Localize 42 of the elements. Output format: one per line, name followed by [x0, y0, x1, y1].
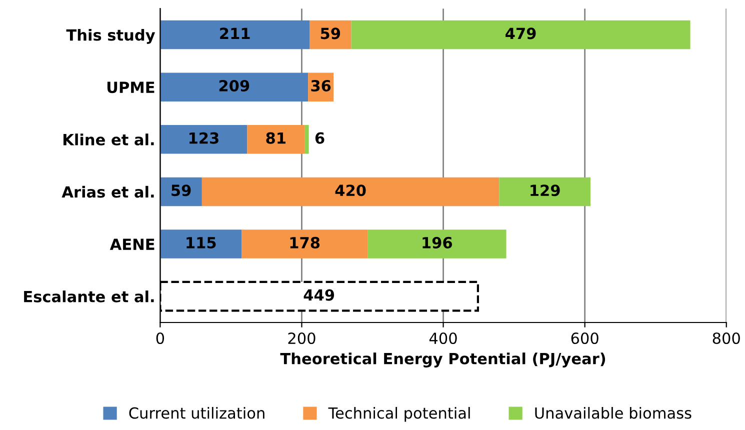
- x-tick-label: 200: [288, 332, 316, 344]
- data-label: 59: [172, 184, 191, 196]
- bar: [160, 72, 308, 102]
- y-tick-label: Kline et al.: [64, 134, 154, 146]
- y-tick-label: Arias et al.: [62, 186, 154, 198]
- bar: [242, 230, 368, 258]
- bar: [304, 125, 309, 154]
- data-label: 209: [219, 80, 250, 92]
- bar: [160, 230, 242, 258]
- bar: [160, 20, 310, 50]
- data-label: 129: [530, 184, 560, 196]
- x-tick-label: 0: [156, 332, 164, 344]
- data-label: 196: [422, 236, 452, 248]
- data-label: 178: [290, 236, 320, 248]
- data-label: 449: [304, 289, 334, 301]
- legend-label: Technical potential: [328, 406, 470, 422]
- bar: [368, 230, 506, 258]
- bar: [310, 20, 352, 50]
- y-tick-label: This study: [66, 28, 156, 44]
- x-tick-label: 400: [429, 332, 457, 344]
- y-tick-label: UPME: [107, 82, 154, 94]
- x-tick-label: 800: [712, 332, 740, 344]
- data-label: 123: [189, 132, 218, 144]
- x-axis-title: Theoretical Energy Potential (PJ/year): [280, 352, 606, 368]
- data-label: 36: [311, 80, 331, 92]
- data-label: 59: [320, 28, 340, 40]
- bar: [247, 125, 305, 154]
- legend-label: Current utilization: [129, 406, 264, 419]
- y-tick-label: Escalante et al.: [24, 290, 154, 302]
- data-label: 479: [506, 28, 536, 40]
- data-label: 81: [266, 132, 286, 144]
- data-label: 420: [335, 184, 366, 196]
- data-label: 6: [315, 132, 324, 144]
- x-tick-label: 600: [571, 332, 598, 344]
- data-label: 115: [186, 237, 216, 248]
- legend-label: Unavailable biomass: [535, 406, 692, 419]
- bar: [499, 177, 590, 206]
- bar: [160, 125, 248, 154]
- y-tick-label: AENE: [110, 238, 154, 250]
- bar: [351, 20, 690, 50]
- bar: [202, 177, 500, 206]
- data-label: 211: [220, 28, 250, 39]
